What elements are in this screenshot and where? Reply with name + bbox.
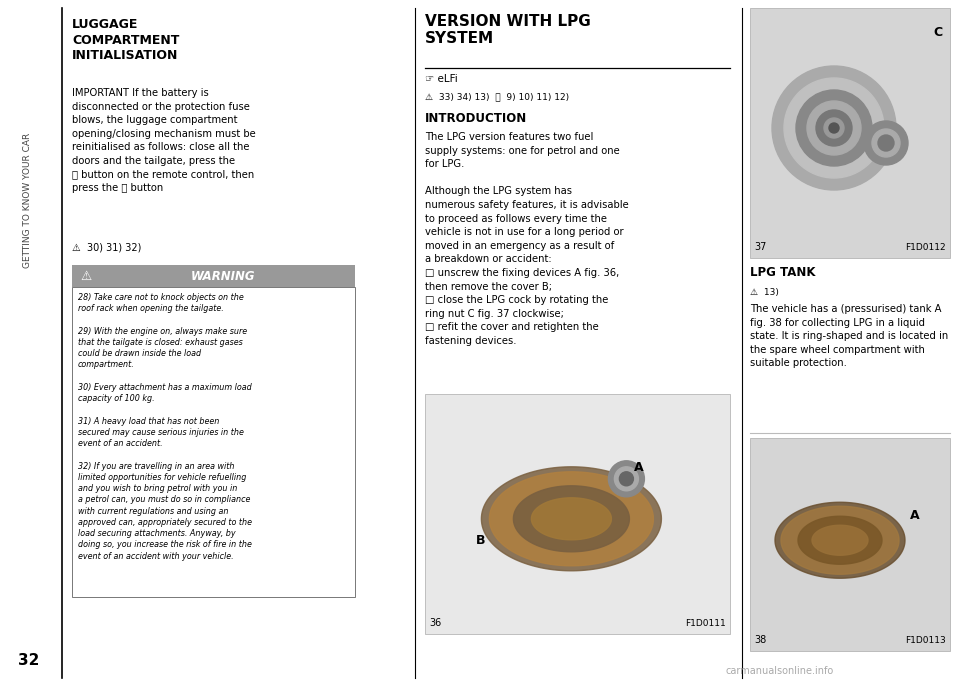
Text: INTRODUCTION: INTRODUCTION [425, 112, 527, 125]
Circle shape [772, 66, 896, 190]
Text: LPG TANK: LPG TANK [750, 266, 815, 279]
Text: 38: 38 [754, 635, 766, 645]
Text: F1D0111: F1D0111 [685, 619, 726, 628]
Text: WARNING: WARNING [191, 270, 255, 283]
Text: A: A [635, 461, 644, 474]
Text: LUGGAGE
COMPARTMENT
INITIALISATION: LUGGAGE COMPARTMENT INITIALISATION [72, 18, 180, 62]
Circle shape [824, 118, 844, 138]
Polygon shape [532, 498, 612, 540]
Text: The vehicle has a (pressurised) tank A
fig. 38 for collecting LPG in a liquid
st: The vehicle has a (pressurised) tank A f… [750, 304, 948, 368]
FancyBboxPatch shape [425, 394, 730, 634]
Circle shape [614, 466, 638, 490]
Circle shape [829, 123, 839, 133]
Text: ⚠  13): ⚠ 13) [750, 288, 779, 297]
FancyBboxPatch shape [72, 287, 355, 597]
Polygon shape [812, 525, 868, 555]
Text: F1D0113: F1D0113 [905, 636, 946, 645]
Circle shape [872, 129, 900, 157]
Text: F1D0112: F1D0112 [905, 243, 946, 252]
Text: ⚠  30) 31) 32): ⚠ 30) 31) 32) [72, 242, 141, 252]
Polygon shape [798, 517, 882, 565]
Circle shape [784, 78, 884, 178]
Text: IMPORTANT If the battery is
disconnected or the protection fuse
blows, the lugga: IMPORTANT If the battery is disconnected… [72, 88, 255, 193]
Circle shape [619, 472, 634, 486]
Text: GETTING TO KNOW YOUR CAR: GETTING TO KNOW YOUR CAR [23, 132, 33, 268]
Text: 32: 32 [18, 653, 39, 668]
Circle shape [807, 101, 861, 155]
Polygon shape [781, 506, 899, 574]
Text: The LPG version features two fuel
supply systems: one for petrol and one
for LPG: The LPG version features two fuel supply… [425, 132, 629, 346]
Text: carmanualsonline.info: carmanualsonline.info [726, 666, 834, 676]
Circle shape [816, 110, 852, 146]
Text: A: A [910, 509, 920, 522]
Polygon shape [514, 486, 630, 552]
Text: ⚠: ⚠ [81, 270, 91, 283]
Circle shape [878, 135, 894, 151]
Polygon shape [490, 472, 654, 566]
Text: 37: 37 [754, 242, 766, 252]
Text: 28) Take care not to knock objects on the
roof rack when opening the tailgate.

: 28) Take care not to knock objects on th… [78, 293, 252, 560]
Text: VERSION WITH LPG
SYSTEM: VERSION WITH LPG SYSTEM [425, 14, 590, 46]
Circle shape [864, 121, 908, 165]
FancyBboxPatch shape [750, 8, 950, 258]
Polygon shape [775, 502, 905, 578]
Text: 36: 36 [429, 618, 442, 628]
FancyBboxPatch shape [72, 265, 355, 287]
Circle shape [796, 90, 872, 166]
Text: ⚠  33) 34) 13)  ⚿  9) 10) 11) 12): ⚠ 33) 34) 13) ⚿ 9) 10) 11) 12) [425, 92, 569, 101]
Text: ☞ eLFi: ☞ eLFi [425, 74, 458, 84]
FancyBboxPatch shape [750, 438, 950, 651]
Circle shape [609, 461, 644, 497]
Polygon shape [481, 466, 661, 571]
Text: B: B [475, 534, 485, 547]
Text: C: C [933, 26, 943, 39]
